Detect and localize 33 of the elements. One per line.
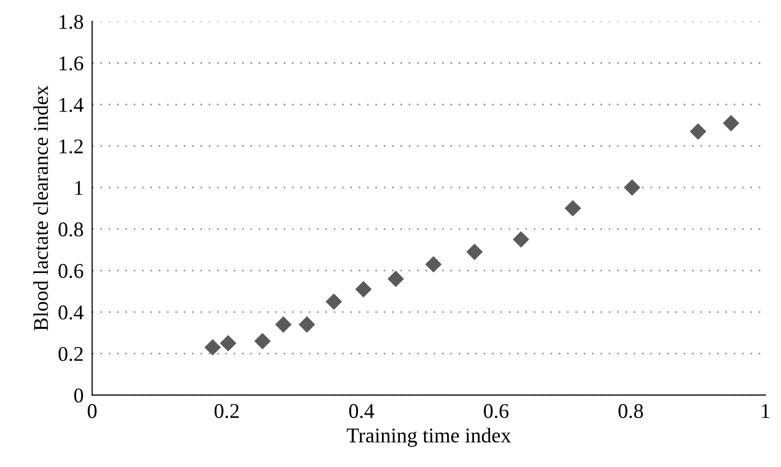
y-tick-label: 0.4 (58, 305, 84, 320)
x-tick-label: 0.2 (214, 404, 239, 418)
x-tick-label: 0 (88, 404, 97, 418)
y-tick-label: 1.2 (60, 139, 83, 154)
point (722, 114, 740, 132)
point (466, 244, 483, 260)
point (512, 231, 530, 248)
y-tick-label: 0 (74, 388, 84, 403)
x-tick-label: 0.6 (484, 404, 508, 418)
point (564, 200, 582, 216)
point (275, 316, 292, 333)
x-tick-label: 0.4 (349, 404, 374, 418)
point (298, 316, 316, 333)
y-tick-label: 0.2 (58, 346, 83, 362)
point (425, 256, 442, 273)
point (326, 293, 342, 310)
point (624, 179, 640, 196)
point (355, 281, 372, 298)
y-tick-label: 1 (75, 181, 83, 195)
y-tick-label: 1.6 (60, 56, 84, 71)
point (690, 123, 706, 140)
point (204, 339, 221, 356)
x-tick-label: 1 (762, 404, 770, 418)
y-tick-label: 1.8 (60, 14, 84, 30)
y-tick-label: 1.4 (60, 98, 84, 112)
point (388, 270, 404, 288)
x-axis-title: Training time index (346, 428, 511, 447)
y-tick-label: 0.6 (58, 264, 84, 278)
y-axis-title: Blood lactate clearance index (33, 86, 48, 331)
x-tick-label: 0.8 (618, 404, 643, 418)
point (220, 334, 236, 352)
y-tick-label: 0.8 (58, 222, 84, 237)
point (254, 332, 271, 350)
